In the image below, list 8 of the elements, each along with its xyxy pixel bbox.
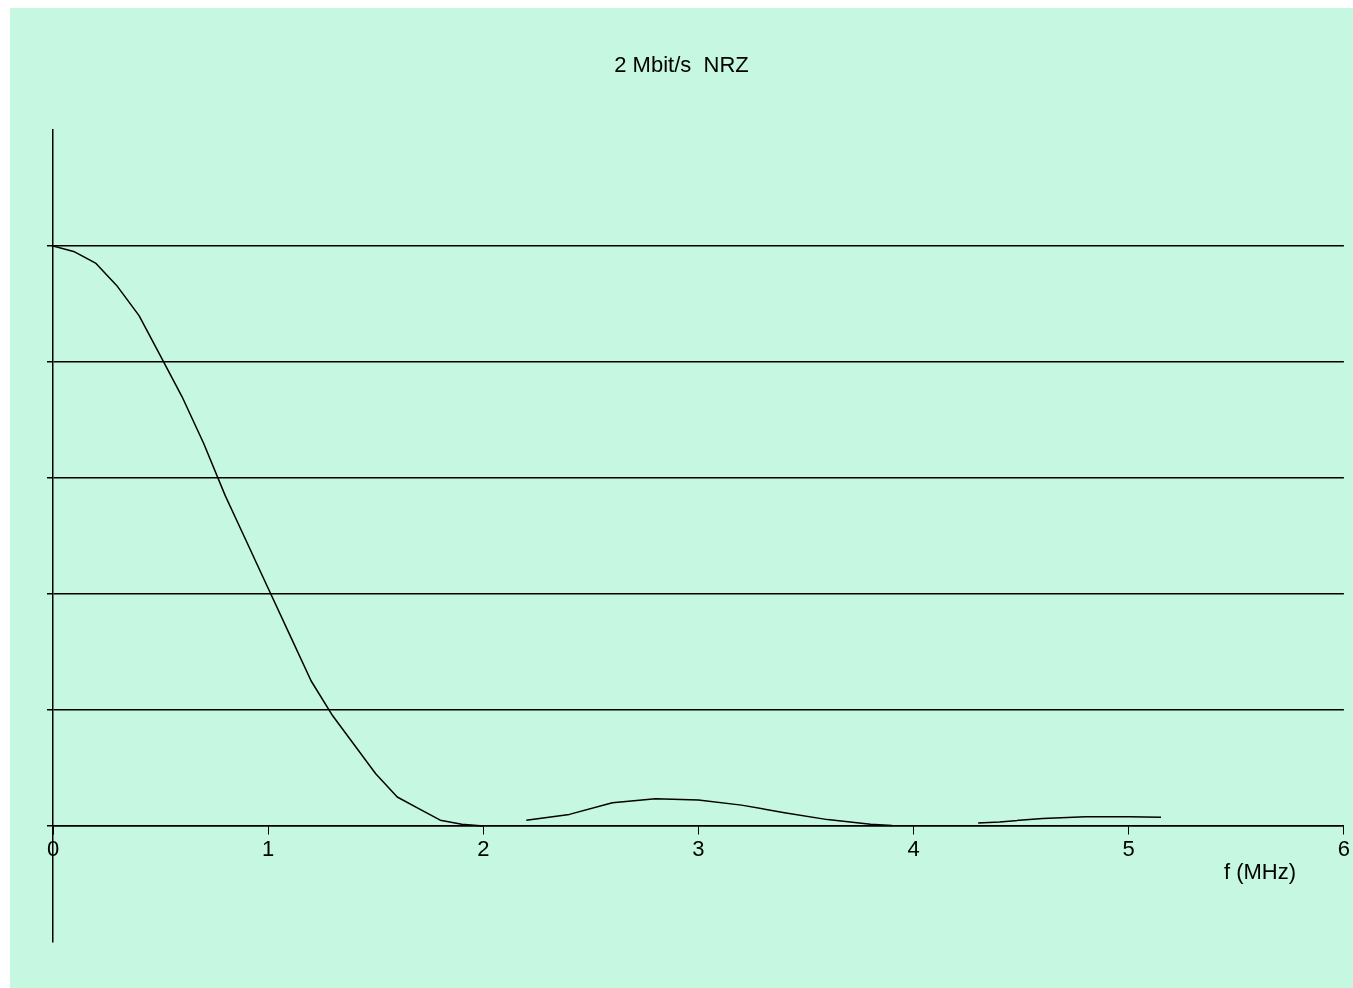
x-tick-label: 1	[262, 836, 275, 862]
x-tick-label: 3	[692, 836, 705, 862]
chart-title: 2 Mbit/s NRZ	[613, 52, 750, 78]
x-tick-label: 6	[1337, 836, 1351, 862]
x-tick-label: 4	[907, 836, 920, 862]
x-tick-label: 5	[1122, 836, 1135, 862]
x-axis-title: f (MHz)	[1223, 859, 1297, 885]
x-tick-label: 2	[477, 836, 490, 862]
